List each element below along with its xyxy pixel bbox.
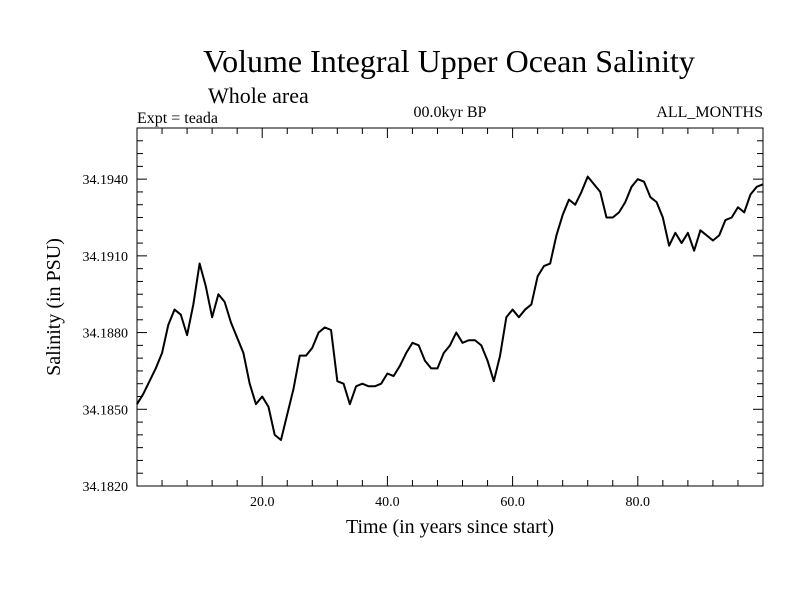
months-label: ALL_MONTHS bbox=[656, 104, 763, 121]
x-tick-label: 80.0 bbox=[626, 495, 651, 510]
x-tick-label: 40.0 bbox=[375, 495, 400, 510]
plot-frame bbox=[136, 127, 764, 487]
chart-subtitle: Whole area bbox=[208, 83, 309, 108]
y-axis-label: Salinity (in PSU) bbox=[43, 238, 65, 376]
x-tick-label: 20.0 bbox=[250, 495, 275, 510]
y-tick-label: 34.1850 bbox=[83, 403, 129, 418]
chart-title: Volume Integral Upper Ocean Salinity bbox=[203, 43, 695, 79]
y-minor-ticks bbox=[137, 140, 763, 474]
y-tick-labels: 34.1820 34.1850 34.1880 34.1910 34.1940 bbox=[83, 173, 129, 495]
y-tick-label: 34.1940 bbox=[83, 173, 129, 188]
x-tick-label: 60.0 bbox=[500, 495, 525, 510]
salinity-series-line bbox=[136, 175, 764, 441]
y-tick-label: 34.1820 bbox=[83, 480, 129, 495]
y-tick-label: 34.1880 bbox=[83, 327, 129, 342]
period-label: 00.0kyr BP bbox=[414, 104, 487, 121]
experiment-label: Expt = teada bbox=[137, 110, 218, 127]
x-tick-labels: 20.0 40.0 60.0 80.0 bbox=[250, 495, 650, 510]
x-minor-ticks bbox=[161, 128, 739, 486]
x-axis-label: Time (in years since start) bbox=[346, 516, 554, 538]
y-tick-label: 34.1910 bbox=[83, 250, 129, 265]
